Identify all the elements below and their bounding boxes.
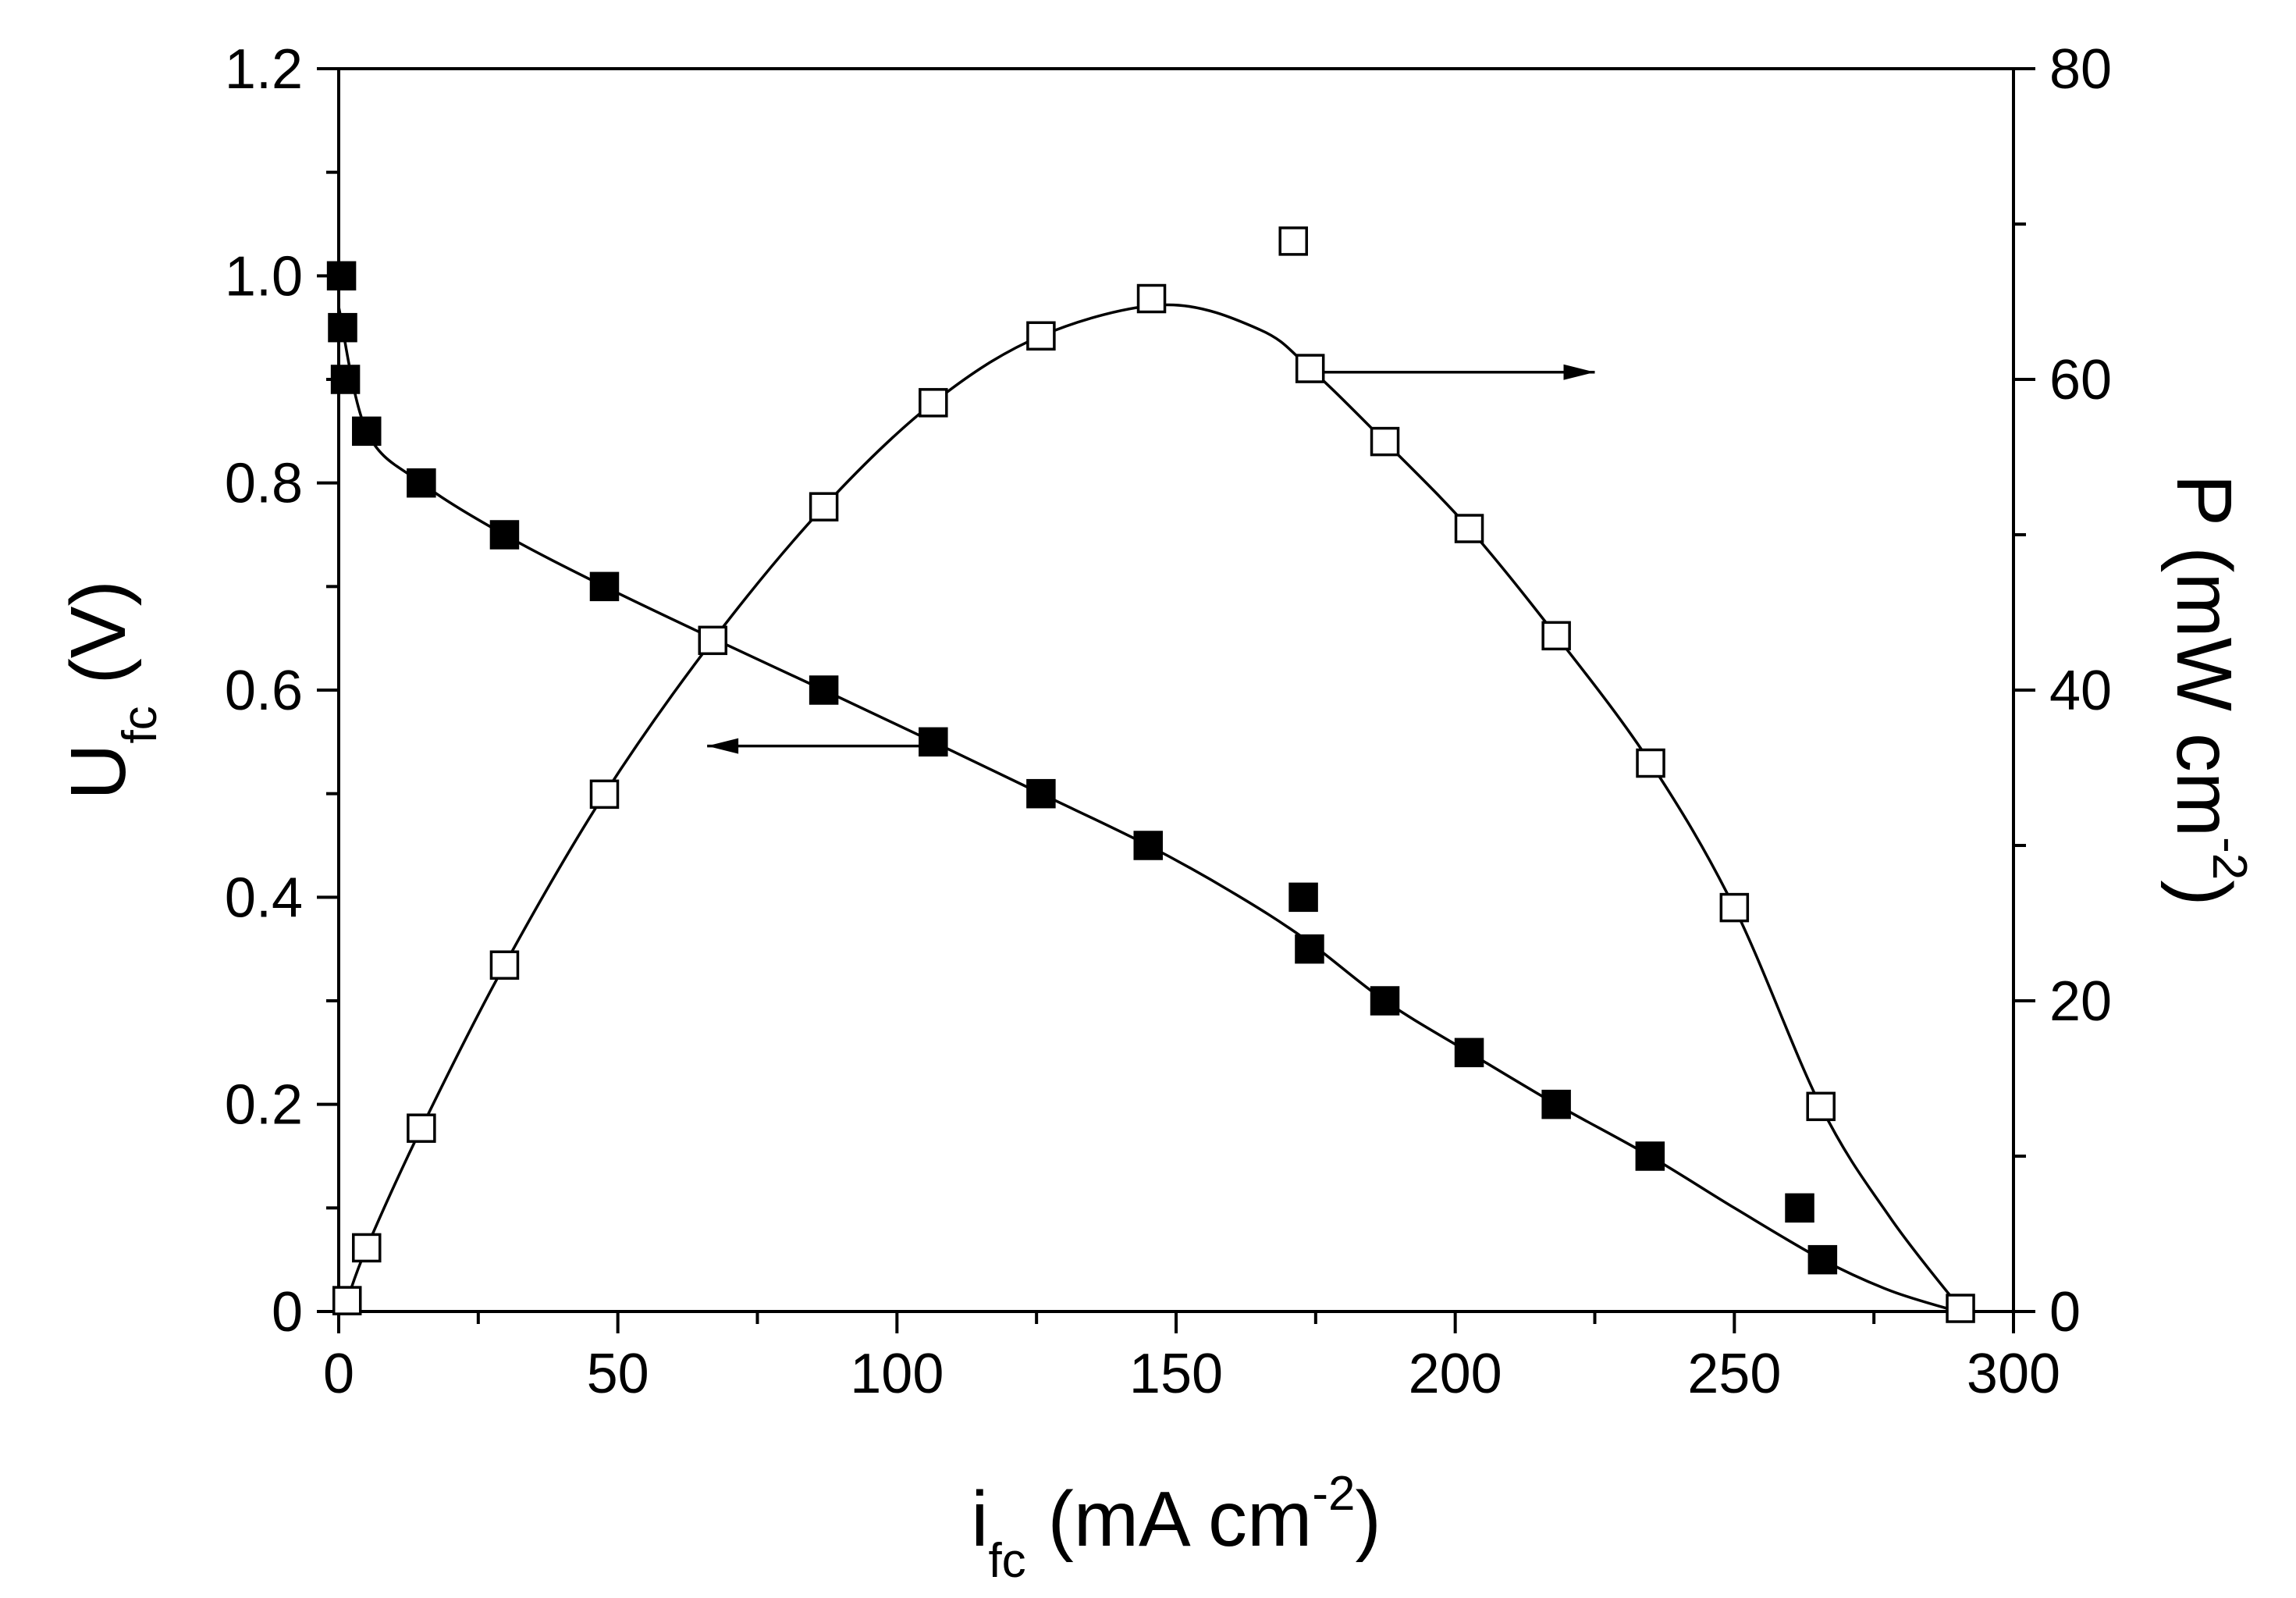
voltage-data-point [919, 727, 948, 757]
voltage-data-point [1370, 986, 1400, 1016]
y2-axis-title-sup: -2 [2202, 837, 2256, 880]
power-data-point [698, 625, 728, 656]
axis-arrows [707, 364, 1595, 754]
power-data-point [589, 779, 620, 810]
power-data-point [407, 1113, 436, 1143]
left-axis-arrowhead [707, 738, 739, 754]
voltage-data-point [1133, 831, 1163, 860]
voltage-data-point [407, 468, 436, 498]
x-tick-label: 50 [587, 1343, 649, 1405]
y-axis-title-base: U [55, 744, 142, 800]
voltage-data-point [1785, 1193, 1814, 1223]
y-tick-label: 1.2 [225, 38, 303, 101]
y2-axis-title: P (mW cm-2) [2160, 474, 2256, 906]
power-data-point [1454, 514, 1484, 543]
y-tick-label: 0.2 [225, 1074, 303, 1137]
power-data-point [1278, 226, 1308, 256]
power-data-point [1719, 892, 1750, 923]
x-tick-label: 100 [850, 1343, 944, 1405]
power-data-point [919, 388, 948, 418]
power-data-point [1946, 1294, 1975, 1323]
x-axis-title-sub: fc [988, 1534, 1025, 1588]
x-axis-title-base: i [971, 1475, 988, 1563]
y2-tick-label: 40 [2049, 660, 2112, 722]
voltage-data-point [1541, 1089, 1571, 1119]
voltage-data-point [330, 365, 361, 394]
power-data-point [1370, 426, 1400, 457]
voltage-data-point [328, 312, 357, 343]
power-data-point [1636, 748, 1665, 778]
y-tick-label: 1.0 [225, 245, 303, 308]
x-axis-title: ifc (mA cm-2) [971, 1467, 1381, 1588]
x-tick-label: 300 [1967, 1343, 2060, 1405]
power-data-point [1026, 321, 1056, 351]
power-data-point [1541, 621, 1571, 651]
voltage-data-point [1295, 934, 1324, 964]
voltage-data-point [1635, 1141, 1665, 1171]
right-axis-arrowhead [1563, 364, 1595, 380]
y-tick-label: 0.4 [225, 867, 303, 929]
power-data-point [332, 1286, 362, 1315]
power-data-point [489, 950, 520, 980]
voltage-data-point [326, 261, 357, 291]
power-data-point [1295, 354, 1325, 383]
x-axis-title-sup: -2 [1312, 1467, 1355, 1521]
y2-axis-title-base: P (mW cm [2160, 474, 2248, 837]
power-data-point [809, 492, 839, 521]
y2-tick-label: 80 [2049, 38, 2112, 101]
y-tick-label: 0.8 [225, 453, 303, 515]
power-data-point [1806, 1091, 1836, 1122]
voltage-data-point [1807, 1244, 1838, 1275]
y-axis-title: Ufc (V) [55, 580, 167, 800]
voltage-data-point [809, 675, 839, 705]
y-axis-title-sub: fc [113, 706, 167, 743]
y2-tick-label: 0 [2049, 1281, 2081, 1344]
voltage-data-point [1454, 1037, 1484, 1068]
voltage-data-point [489, 520, 520, 550]
y-tick-label: 0 [272, 1281, 303, 1344]
voltage-fit-curve [337, 306, 1959, 1313]
fit-curves [337, 303, 1962, 1313]
x-axis-title-close: ) [1355, 1475, 1381, 1563]
y-axis-title-unit: (V) [55, 580, 142, 706]
voltage-data-point [1288, 882, 1318, 913]
plot-area-frame [337, 67, 2015, 1313]
y2-tick-label: 20 [2049, 970, 2112, 1033]
power-data-point [1136, 283, 1167, 314]
x-tick-label: 200 [1409, 1343, 1502, 1405]
power-fit-curve [346, 303, 1962, 1310]
x-tick-label: 0 [323, 1343, 354, 1405]
y2-tick-label: 60 [2049, 349, 2112, 411]
voltage-data-point [589, 571, 620, 602]
x-tick-label: 250 [1687, 1343, 1781, 1405]
data-markers [326, 226, 1975, 1323]
x-axis-title-unit: (mA cm [1026, 1475, 1313, 1563]
power-data-point [352, 1233, 382, 1263]
axis-ticks: 0 50 100 150 200 250 30000.20.40.60.81.01.2020… [225, 38, 2112, 1405]
y-tick-label: 0.6 [225, 660, 303, 722]
y2-axis-title-close: ) [2160, 880, 2248, 906]
voltage-data-point [1026, 778, 1056, 809]
voltage-data-point [352, 416, 382, 447]
x-tick-label: 150 [1129, 1343, 1223, 1405]
